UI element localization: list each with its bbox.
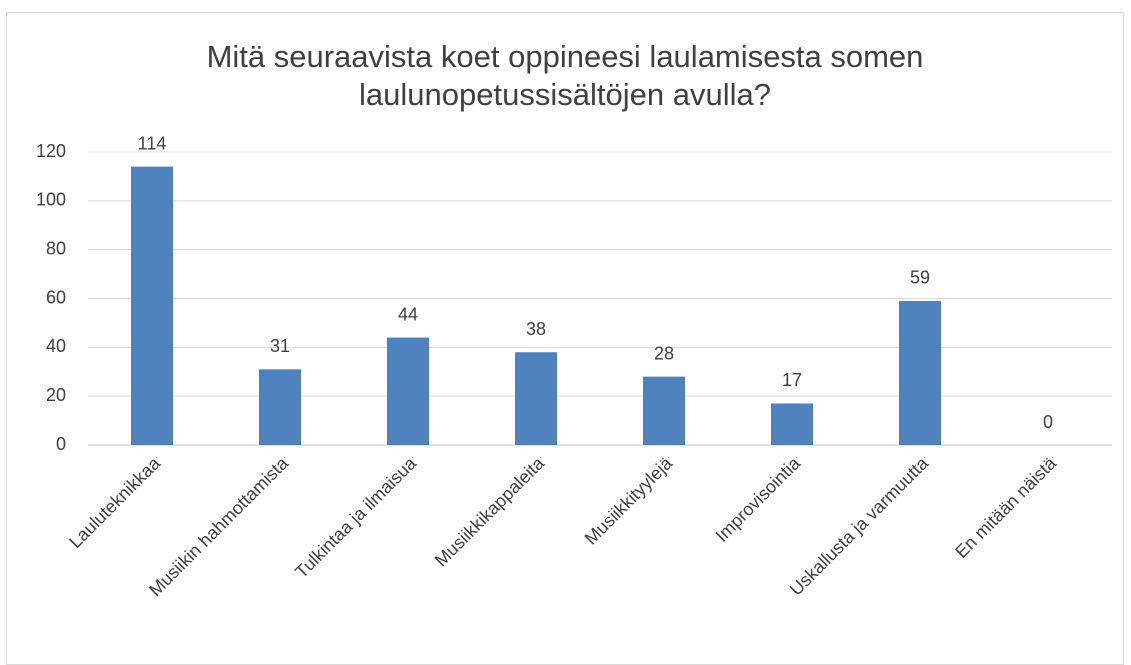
bar bbox=[259, 369, 301, 445]
data-label: 59 bbox=[910, 268, 930, 288]
chart-title: Mitä seuraavista koet oppineesi laulamis… bbox=[206, 39, 924, 112]
y-tick-label: 120 bbox=[36, 141, 66, 161]
y-tick-label: 20 bbox=[46, 385, 66, 405]
data-label: 31 bbox=[270, 336, 290, 356]
data-label: 44 bbox=[398, 304, 418, 324]
bar bbox=[387, 337, 429, 445]
bar bbox=[771, 403, 813, 445]
data-label: 17 bbox=[782, 370, 802, 390]
y-tick-label: 60 bbox=[46, 287, 66, 307]
bar bbox=[899, 300, 941, 445]
data-label: 28 bbox=[654, 343, 674, 363]
y-tick-label: 80 bbox=[46, 238, 66, 258]
y-tick-label: 40 bbox=[46, 336, 66, 356]
data-label: 38 bbox=[526, 319, 546, 339]
data-label: 0 bbox=[1043, 412, 1053, 432]
data-label: 114 bbox=[138, 133, 167, 153]
y-tick-label: 0 bbox=[56, 434, 66, 454]
y-tick-label: 100 bbox=[36, 190, 66, 210]
bar bbox=[515, 352, 557, 445]
bar bbox=[131, 166, 173, 445]
bar bbox=[643, 376, 685, 445]
